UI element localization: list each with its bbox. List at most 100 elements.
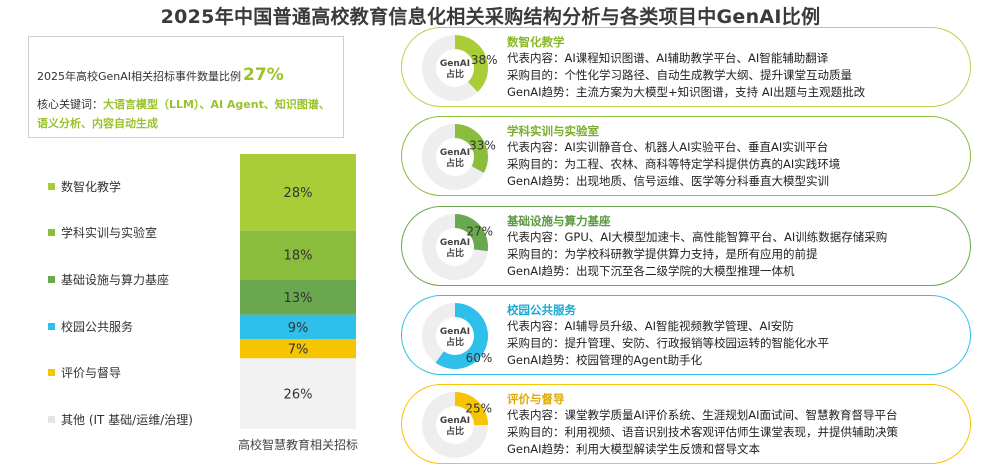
legend-swatch xyxy=(48,369,55,376)
pie-hole xyxy=(436,49,474,87)
card-digital-teaching: GenAI 占比 38% 数智化教学 代表内容：AI课程知识图谱、AI辅助教学平台、… xyxy=(401,27,971,107)
bar-segment-4 xyxy=(240,230,356,280)
card-line-label: 代表内容： xyxy=(507,51,565,65)
pie-percent-label: 25% xyxy=(465,401,492,415)
bar-data-label: 9% xyxy=(288,321,309,336)
bar-segment-3 xyxy=(240,279,356,315)
summary-line: 2025年高校GenAI相关招标事件数量比例 27% xyxy=(37,65,284,85)
legend-swatch xyxy=(48,323,55,330)
card-trend: GenAI趋势：出现地质、信号运维、医学等分科垂直大模型实训 xyxy=(507,173,829,189)
bar-data-label: 26% xyxy=(284,388,313,403)
legend-item-other: 其他 (IT 基础/运维/治理) xyxy=(48,411,193,428)
legend-label: 数智化教学 xyxy=(61,180,122,194)
pie-center-label: 占比 xyxy=(446,336,464,348)
card-title: 校园公共服务 xyxy=(507,303,576,317)
card-line-text: 个性化学习路径、自动生成教学大纲、提升课堂互动质量 xyxy=(564,68,853,82)
legend-label: 学科实训与实验室 xyxy=(61,226,158,240)
bar-data-label: 13% xyxy=(284,291,313,306)
card-line-text: 出现地质、信号运维、医学等分科垂直大模型实训 xyxy=(576,174,830,188)
legend-item-infrastructure: 基础设施与算力基座 xyxy=(48,271,169,288)
card-line-label: 采购目的： xyxy=(507,68,565,82)
card-line-label: GenAI趋势： xyxy=(507,85,577,99)
legend-swatch xyxy=(48,183,55,190)
legend-item-lab: 学科实训与实验室 xyxy=(48,224,157,241)
stacked-bar-chart: 26% 7% 9% 13% 18% 28% xyxy=(240,154,356,429)
card-line-text: 为学校科研教学提供算力支持，是所有应用的前提 xyxy=(564,247,818,261)
legend-label: 基础设施与算力基座 xyxy=(61,273,170,287)
summary-label: 2025年高校GenAI相关招标事件数量比例 xyxy=(37,70,242,83)
pie-center-label: GenAI xyxy=(440,59,470,69)
card-line-label: 代表内容： xyxy=(507,408,565,422)
keywords-text: 大语言模型（LLM）、AI Agent、知识图谱、语义分析、内容自动生成 xyxy=(37,98,330,130)
card-line-label: GenAI趋势： xyxy=(507,264,577,278)
legend-item-digital-teaching: 数智化教学 xyxy=(48,178,121,195)
card-trend: GenAI趋势：校园管理的Agent助手化 xyxy=(507,352,702,368)
bar-segment-5 xyxy=(240,154,356,231)
legend-label: 评价与督导 xyxy=(61,366,122,380)
bar-data-label: 18% xyxy=(284,249,313,264)
card-title: 学科实训与实验室 xyxy=(507,124,599,138)
card-line-text: AI辅导员升级、AI智能视频教学管理、AI安防 xyxy=(564,319,794,333)
bar-segment-0 xyxy=(240,358,356,429)
card-lab: GenAI 占比 33% 学科实训与实验室 代表内容：AI实训静音仓、机器人AI实验… xyxy=(401,116,971,196)
summary-box: 2025年高校GenAI相关招标事件数量比例 27% 核心关键词：大语言模型（LL… xyxy=(28,36,344,138)
pie-percent-label: 27% xyxy=(466,224,493,238)
card-line-label: GenAI趋势： xyxy=(507,174,577,188)
pie-center-label: 占比 xyxy=(446,425,464,437)
legend-label: 校园公共服务 xyxy=(61,320,134,334)
legend-label: 其他 (IT 基础/运维/治理) xyxy=(61,413,193,427)
card-public-service: GenAI 占比 60% 校园公共服务 代表内容：AI辅导员升级、AI智能视频教学管… xyxy=(401,295,971,375)
card-content: 代表内容：AI课程知识图谱、AI辅助教学平台、AI智能辅助翻译 xyxy=(507,50,828,66)
card-line-label: 代表内容： xyxy=(507,319,565,333)
pie-center-label: GenAI xyxy=(440,238,470,248)
card-line-label: 采购目的： xyxy=(507,247,565,261)
card-content: 代表内容：AI辅导员升级、AI智能视频教学管理、AI安防 xyxy=(507,318,794,334)
pie-center-label: GenAI xyxy=(440,416,470,426)
bar-data-label: 28% xyxy=(284,186,313,201)
card-line-text: 主流方案为大模型+知识图谱，支持 AI出题与主观题批改 xyxy=(576,85,866,99)
legend-swatch xyxy=(48,276,55,283)
card-title: 数智化教学 xyxy=(507,35,565,49)
card-line-text: 课堂教学质量AI评价系统、生涯规划AI面试间、智慧教育督导平台 xyxy=(564,408,898,422)
x-axis-label: 高校智慧教育相关招标 xyxy=(237,438,358,452)
card-purpose: 采购目的：提升管理、安防、行政报销等校园运转的智能化水平 xyxy=(507,335,829,351)
pie-percent-label: 33% xyxy=(469,138,496,152)
pie-center-label: GenAI xyxy=(440,327,470,337)
pie-hole xyxy=(436,406,474,444)
card-line-text: 利用大模型解读学生反馈和督导文本 xyxy=(576,442,761,456)
card-line-label: 采购目的： xyxy=(507,336,565,350)
pie-center-label: GenAI xyxy=(440,148,470,158)
card-line-text: 利用视频、语音识别技术客观评估师生课堂表现，并提供辅助决策 xyxy=(564,425,899,439)
legend-item-evaluation: 评价与督导 xyxy=(48,364,121,381)
page-title: 2025年中国普通高校教育信息化相关采购结构分析与各类项目中GenAI比例 xyxy=(160,6,821,28)
card-line-label: 代表内容： xyxy=(507,230,565,244)
pie-percent-label: 38% xyxy=(471,53,498,67)
card-purpose: 采购目的：利用视频、语音识别技术客观评估师生课堂表现，并提供辅助决策 xyxy=(507,424,898,440)
card-purpose: 采购目的：为工程、农林、商科等特定学科提供仿真的AI实践环境 xyxy=(507,156,840,172)
pie-center-label: 占比 xyxy=(446,247,464,259)
card-content: 代表内容：AI实训静音仓、机器人AI实验平台、垂直AI实训平台 xyxy=(507,139,828,155)
bar-data-label: 7% xyxy=(288,343,309,358)
pie-hole xyxy=(436,317,474,355)
card-infrastructure: GenAI 占比 27% 基础设施与算力基座 代表内容：GPU、AI大模型加速卡、高… xyxy=(401,206,971,286)
card-line-text: 提升管理、安防、行政报销等校园运转的智能化水平 xyxy=(564,336,830,350)
card-trend: GenAI趋势：主流方案为大模型+知识图谱，支持 AI出题与主观题批改 xyxy=(507,84,865,100)
card-title: 评价与督导 xyxy=(507,392,565,406)
card-line-text: AI课程知识图谱、AI辅助教学平台、AI智能辅助翻译 xyxy=(564,51,829,65)
pie-center-label: 占比 xyxy=(446,157,464,169)
card-line-text: 校园管理的Agent助手化 xyxy=(576,353,703,367)
legend-swatch xyxy=(48,416,55,423)
card-line-label: 代表内容： xyxy=(507,140,565,154)
pie-hole xyxy=(436,138,474,176)
card-line-label: GenAI趋势： xyxy=(507,442,577,456)
bar-segment-1 xyxy=(240,339,356,359)
pie-center-label: 占比 xyxy=(446,68,464,80)
legend-item-public-service: 校园公共服务 xyxy=(48,318,133,335)
card-purpose: 采购目的：为学校科研教学提供算力支持，是所有应用的前提 xyxy=(507,246,818,262)
keywords-label: 核心关键词： xyxy=(37,98,103,111)
pie-hole xyxy=(436,228,474,266)
